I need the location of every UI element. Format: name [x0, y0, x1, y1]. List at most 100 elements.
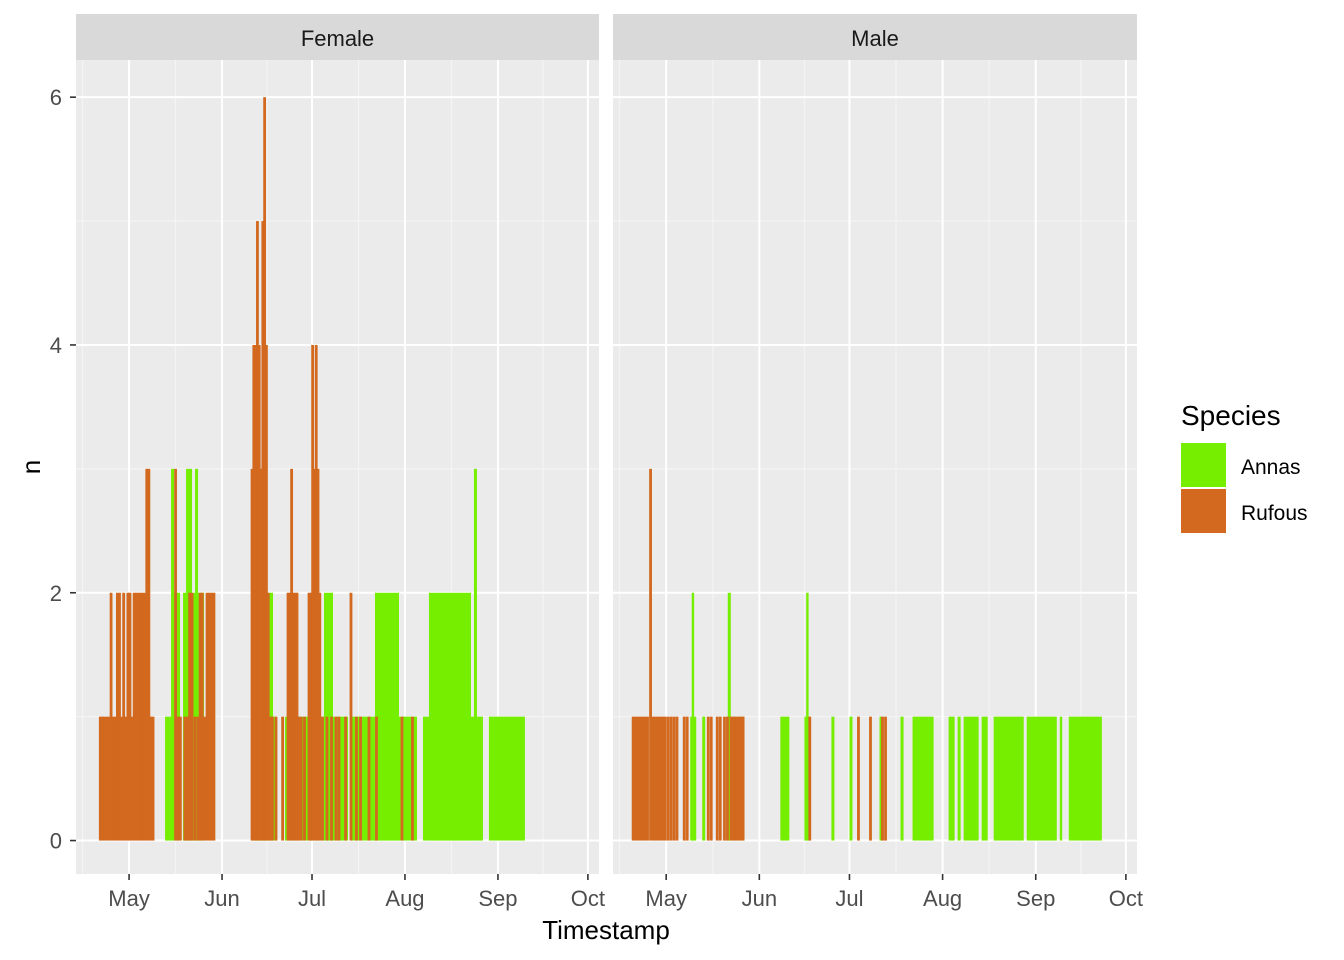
bar-annas — [324, 592, 334, 841]
bar-rufous — [274, 716, 278, 841]
bar-rufous — [881, 716, 884, 841]
bar-rufous — [325, 716, 329, 841]
bar-rufous — [375, 716, 378, 841]
bar-rufous — [113, 716, 117, 841]
bar-rufous — [207, 592, 211, 841]
bar-rufous — [303, 716, 306, 841]
bar-rufous — [643, 716, 647, 841]
bar-annas — [428, 592, 471, 841]
bar-rufous — [134, 592, 138, 841]
bar-rufous — [193, 716, 197, 841]
bar-rufous — [736, 716, 740, 841]
bar-rufous — [149, 716, 153, 841]
bar-annas — [963, 716, 979, 841]
bar-annas — [806, 592, 809, 841]
bar-annas — [993, 716, 1024, 841]
bar-rufous — [107, 716, 111, 841]
bar-rufous — [634, 716, 637, 841]
bar-rufous — [344, 716, 347, 841]
legend-label-annas: Annas — [1241, 456, 1301, 479]
bar-rufous — [685, 716, 689, 841]
bar-rufous — [263, 97, 267, 841]
bar-rufous — [367, 716, 371, 841]
bar-rufous — [400, 716, 404, 841]
bar-rufous — [130, 716, 134, 841]
legend-title: Species — [1181, 400, 1281, 431]
bar-rufous — [729, 716, 733, 841]
bar-rufous — [252, 344, 256, 841]
bar-annas — [957, 716, 961, 841]
bar-rufous — [176, 716, 180, 841]
bar-rufous — [295, 592, 299, 841]
bar-annas — [1059, 716, 1063, 841]
bar-rufous — [198, 592, 202, 841]
bar-rufous — [183, 716, 187, 841]
x-tick-label: Oct — [1109, 886, 1143, 911]
x-tick-label: May — [645, 886, 687, 911]
bar-rufous — [734, 716, 738, 841]
bar-rufous — [266, 592, 270, 841]
x-tick-label: Aug — [385, 886, 424, 911]
bar-rufous — [411, 716, 414, 841]
legend: Species Annas Rufous — [1181, 400, 1308, 533]
x-tick-label: Jun — [742, 886, 777, 911]
legend-key-annas — [1181, 443, 1226, 487]
bar-rufous — [636, 716, 640, 841]
bars-female — [98, 97, 525, 841]
bar-rufous — [709, 716, 713, 841]
panel-female: Female May Jun Jul Aug Sep Oct — [76, 14, 605, 911]
strip-male-label: Male — [851, 26, 899, 51]
bar-rufous — [313, 468, 316, 841]
bar-rufous — [185, 716, 189, 841]
x-tick-label: Jun — [204, 886, 239, 911]
bar-rufous — [105, 716, 108, 841]
bar-rufous — [109, 592, 113, 841]
legend-label-rufous: Rufous — [1241, 502, 1308, 525]
legend-key-rufous — [1181, 489, 1226, 533]
bar-rufous — [259, 468, 263, 841]
bar-rufous — [293, 592, 297, 841]
x-tick-label: Jul — [298, 886, 326, 911]
bar-rufous — [682, 716, 686, 841]
bar-rufous — [321, 716, 324, 841]
bar-rufous — [739, 716, 743, 841]
x-tick-label: Sep — [1016, 886, 1055, 911]
bar-rufous — [359, 716, 362, 841]
bar-rufous — [651, 716, 655, 841]
bar-rufous — [706, 716, 710, 841]
x-tick-label: Oct — [571, 886, 605, 911]
bar-rufous — [675, 716, 679, 841]
bar-rufous — [126, 592, 130, 841]
bar-rufous — [212, 592, 216, 841]
bar-rufous — [741, 716, 745, 841]
bar-rufous — [139, 592, 142, 841]
bar-rufous — [122, 592, 126, 841]
x-axis-female: May Jun Jul Aug Sep Oct — [108, 874, 605, 911]
bar-rufous — [297, 716, 301, 841]
bar-rufous — [265, 344, 268, 841]
bar-annas — [691, 592, 695, 841]
bar-rufous — [715, 716, 719, 841]
x-tick-label: Sep — [478, 886, 517, 911]
bar-rufous — [115, 592, 119, 841]
bar-rufous — [330, 716, 333, 841]
y-tick-label: 2 — [50, 581, 62, 606]
bar-rufous — [141, 592, 144, 841]
bar-rufous — [307, 592, 311, 841]
bar-rufous — [98, 716, 102, 841]
bar-rufous — [143, 592, 147, 841]
bar-rufous — [334, 716, 338, 841]
bar-annas — [488, 716, 525, 841]
strip-female — [76, 14, 599, 60]
bar-rufous — [718, 716, 722, 841]
bar-rufous — [311, 344, 315, 841]
bar-annas — [1026, 716, 1057, 841]
bar-rufous — [132, 592, 136, 841]
bar-rufous — [103, 716, 106, 841]
bar-rufous — [638, 716, 642, 841]
strip-female-label: Female — [301, 26, 374, 51]
y-axis: 0 2 4 6 — [50, 85, 76, 854]
bar-annas — [900, 716, 904, 841]
bar-rufous — [314, 344, 318, 841]
